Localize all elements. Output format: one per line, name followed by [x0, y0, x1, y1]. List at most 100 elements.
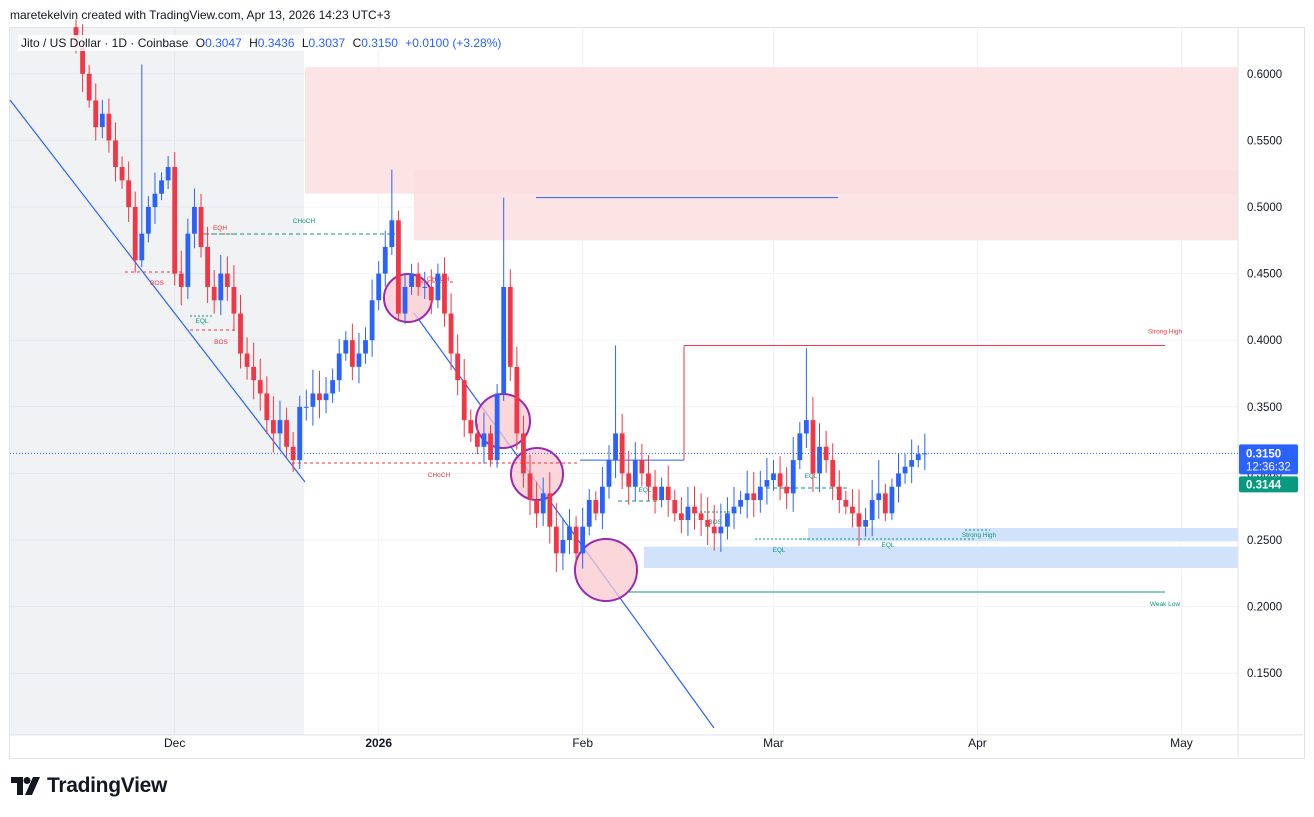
- level-label: Weak Low: [1150, 601, 1181, 608]
- second-price-text: 0.3144: [1246, 479, 1282, 491]
- y-tick-label: 0.1500: [1247, 668, 1282, 680]
- tradingview-brand[interactable]: TradingView: [11, 774, 167, 798]
- candle-body: [705, 520, 711, 527]
- candle-body: [448, 313, 454, 354]
- x-tick-label: Apr: [968, 736, 987, 750]
- candle-body: [139, 233, 145, 261]
- candle-body: [797, 433, 803, 461]
- level-label: Strong High: [1148, 329, 1183, 336]
- range-highlight: [10, 28, 304, 735]
- candle-body: [527, 473, 533, 501]
- structure-label: CHoCH: [428, 472, 451, 479]
- y-tick-label: 0.6000: [1247, 69, 1282, 81]
- candle-body: [132, 207, 138, 261]
- candle-body: [455, 353, 461, 381]
- close-value: 0.3150: [361, 36, 398, 50]
- candle-body: [126, 180, 132, 207]
- candle-body: [738, 500, 743, 507]
- candle-body: [850, 506, 855, 514]
- candle-body: [363, 340, 368, 354]
- x-tick-label: May: [1170, 736, 1193, 750]
- candle-body: [665, 486, 671, 501]
- candle-body: [514, 366, 520, 434]
- candle-body: [639, 460, 645, 474]
- candle-body: [409, 273, 414, 287]
- candle-body: [830, 460, 836, 487]
- structure-label: BOS: [708, 519, 722, 526]
- candle-body: [152, 193, 158, 207]
- candle-body: [251, 366, 257, 381]
- candle-body: [99, 113, 105, 128]
- candle-body: [744, 493, 750, 501]
- candle-body: [244, 353, 250, 367]
- supply-zone-lower: [414, 169, 1238, 241]
- candle-body: [790, 460, 796, 494]
- candle-body: [757, 486, 763, 501]
- structure-label: EQL: [772, 547, 785, 554]
- candle-body: [613, 433, 618, 461]
- candle-body: [553, 526, 559, 554]
- candle-body: [488, 433, 493, 461]
- candle-body: [415, 273, 421, 287]
- candle-body: [586, 500, 592, 527]
- chart-credit: maretekelvin created with TradingView.co…: [10, 8, 391, 22]
- candle-body: [336, 353, 342, 381]
- candle-body: [310, 393, 316, 407]
- level-layer: Strong High Weak Low: [536, 197, 1183, 608]
- candle-body: [165, 167, 171, 181]
- candle-body: [692, 506, 697, 514]
- candle-body: [481, 433, 487, 447]
- candle-body: [205, 246, 210, 287]
- demand-zone-upper: [808, 528, 1238, 542]
- second-price-tag: [1239, 476, 1298, 493]
- candle-body: [889, 486, 895, 514]
- structure-label: BOS: [214, 339, 228, 346]
- candle-body: [652, 486, 658, 501]
- candle-body: [876, 493, 882, 501]
- close-label: C: [352, 36, 362, 50]
- candle-body: [540, 493, 546, 514]
- candle-body: [297, 406, 303, 461]
- structure-label: Strong High: [962, 532, 997, 539]
- candle-body: [764, 480, 770, 487]
- x-tick-label: Feb: [572, 736, 593, 750]
- candle-body: [198, 207, 204, 247]
- x-tick-label: 2026: [365, 736, 392, 750]
- low-value: 0.3037: [308, 36, 346, 50]
- y-tick-label: 0.2000: [1247, 602, 1282, 614]
- demand-zone-lower: [644, 546, 1238, 568]
- candle-body: [113, 140, 118, 168]
- candle-body: [284, 420, 289, 447]
- candle-body: [803, 420, 809, 434]
- candle-body: [145, 207, 151, 234]
- candle-body: [396, 220, 401, 314]
- candle-body: [435, 273, 441, 301]
- symbol-label[interactable]: Jito / US Dollar · 1D · Coinbase: [21, 36, 189, 50]
- x-tick-label: Dec: [164, 736, 185, 750]
- candle-body: [731, 506, 737, 514]
- high-label: H: [249, 36, 258, 50]
- candle-body: [218, 273, 224, 301]
- trendline-left: [9, 99, 306, 483]
- candle-body: [810, 420, 816, 474]
- candle-body: [771, 473, 776, 481]
- last-price-text: 0.3150: [1246, 448, 1281, 460]
- candle-body: [856, 513, 862, 527]
- candle-body: [580, 526, 586, 554]
- candle-body: [428, 286, 434, 301]
- open-value: 0.3047: [205, 36, 242, 50]
- zone-layer: [10, 28, 1238, 735]
- candle-body: [501, 286, 507, 394]
- candle-body: [211, 286, 217, 301]
- candle-body: [600, 486, 605, 514]
- candle-body: [659, 486, 665, 501]
- candle-body: [646, 473, 651, 487]
- candle-body: [382, 246, 388, 274]
- candle-body: [468, 420, 474, 434]
- candle-body: [751, 493, 757, 501]
- candle-body: [869, 500, 875, 521]
- countdown-text: 12:36:32: [1246, 461, 1291, 473]
- candle-body: [909, 460, 915, 467]
